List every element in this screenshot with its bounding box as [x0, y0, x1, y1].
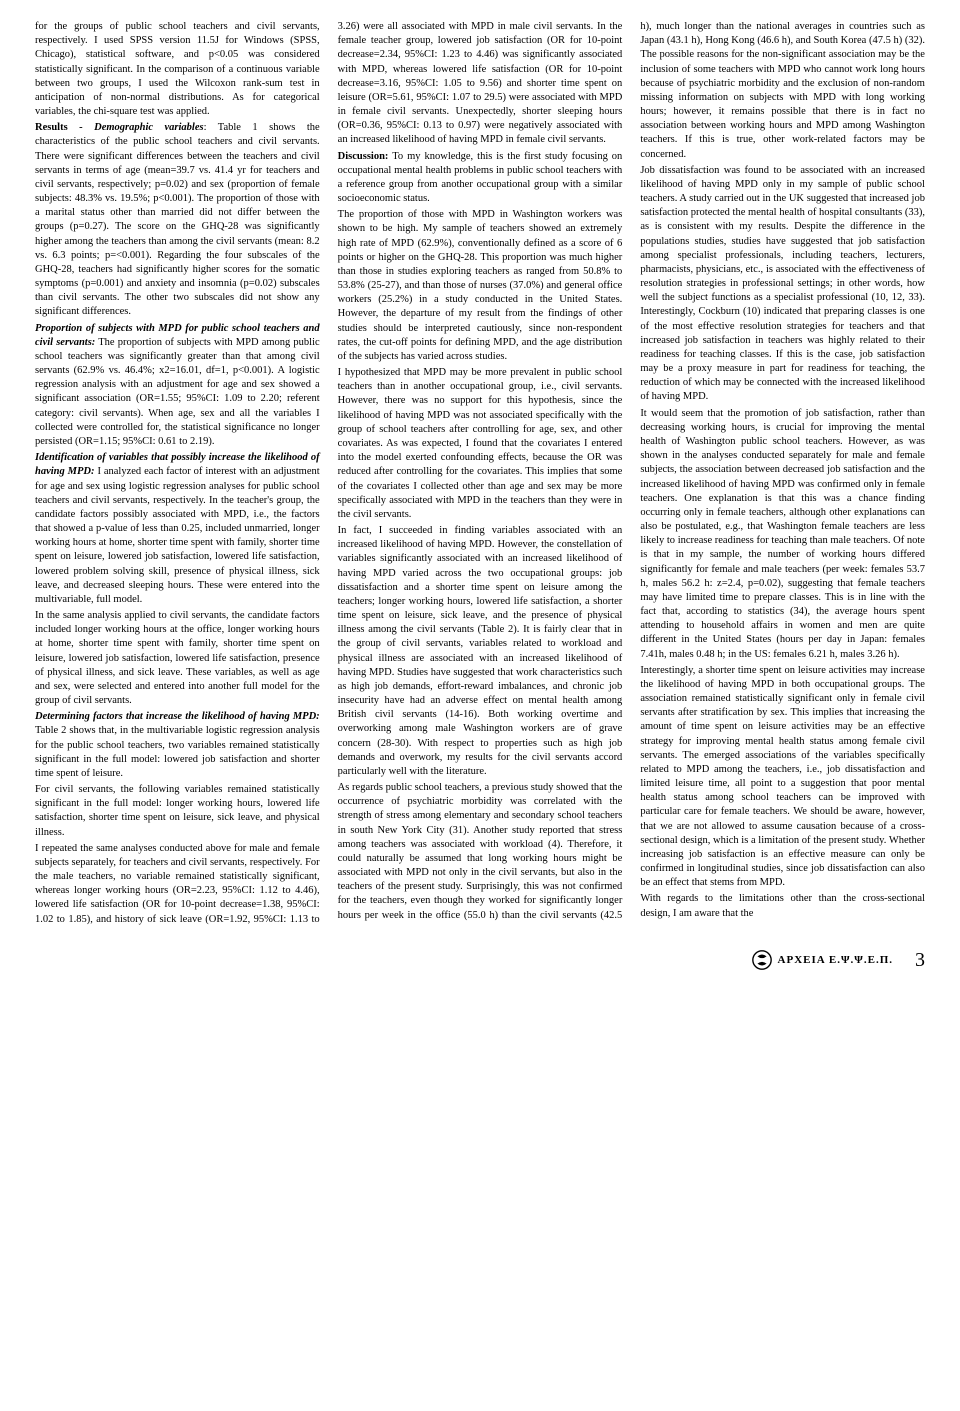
results-heading: Results - — [35, 122, 94, 133]
paragraph: I hypothesized that MPD may be more prev… — [338, 366, 623, 522]
page-footer: ΑΡΧΕΙΑ Ε.Ψ.Ψ.Ε.Π. 3 — [35, 947, 925, 974]
paragraph: Results - Demographic variables: Table 1… — [35, 121, 320, 319]
paragraph: For civil servants, the following variab… — [35, 783, 320, 840]
paragraph-text: Table 1 shows the characteristics of the… — [35, 122, 320, 317]
footer-logo: ΑΡΧΕΙΑ Ε.Ψ.Ψ.Ε.Π. — [751, 949, 893, 971]
paragraph: Identification of variables that possibl… — [35, 451, 320, 607]
paragraph: Determining factors that increase the li… — [35, 710, 320, 781]
article-body: for the groups of public school teachers… — [35, 20, 925, 927]
page-number: 3 — [915, 947, 925, 974]
determining-subheading: Determining factors that increase the li… — [35, 711, 320, 722]
paragraph: Proportion of subjects with MPD for publ… — [35, 322, 320, 450]
footer-journal-name: ΑΡΧΕΙΑ Ε.Ψ.Ψ.Ε.Π. — [778, 953, 893, 968]
paragraph: Job dissatisfaction was found to be asso… — [640, 164, 925, 405]
paragraph: for the groups of public school teachers… — [35, 20, 320, 119]
paragraph: Interestingly, a shorter time spent on l… — [640, 664, 925, 891]
discussion-heading: Discussion: — [338, 151, 389, 162]
paragraph-text: The proportion of subjects with MPD amon… — [35, 337, 320, 447]
paragraph: Discussion: To my knowledge, this is the… — [338, 150, 623, 207]
journal-logo-icon — [751, 949, 773, 971]
demographic-subheading: Demographic variables — [94, 122, 203, 133]
paragraph-text: Table 2 shows that, in the multivariable… — [35, 725, 320, 779]
paragraph: In fact, I succeeded in finding variable… — [338, 524, 623, 779]
paragraph: In the same analysis applied to civil se… — [35, 609, 320, 708]
paragraph: It would seem that the promotion of job … — [640, 407, 925, 662]
paragraph: With regards to the limitations other th… — [640, 892, 925, 920]
paragraph-text: I analyzed each factor of interest with … — [35, 466, 320, 605]
paragraph: The proportion of those with MPD in Wash… — [338, 208, 623, 364]
